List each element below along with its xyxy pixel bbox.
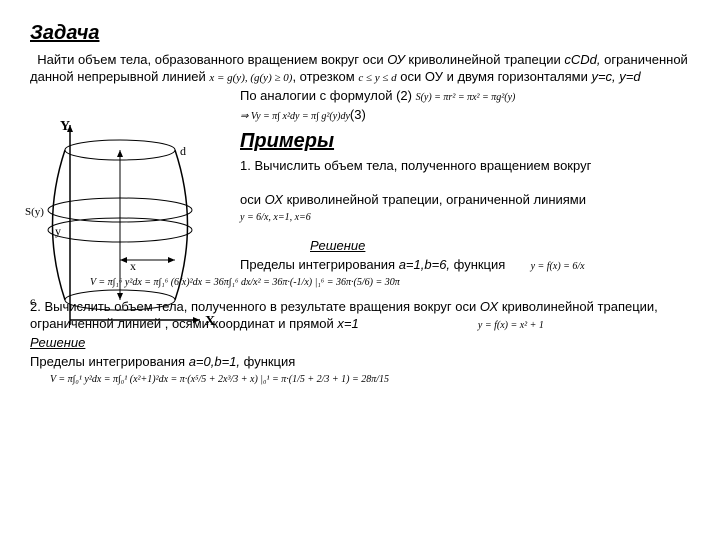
ex1-axis: ОХ <box>265 192 283 207</box>
svg-text:d: d <box>180 144 186 158</box>
ex1-b: оси <box>240 192 265 207</box>
ex2-formula: y = f(x) = x² + 1 <box>478 320 544 331</box>
solution-2-limits: Пределы интегрирования a=0,b=1, функция <box>30 354 690 371</box>
p1-text-c: криволинейной трапеции <box>405 52 565 67</box>
examples-heading: Примеры <box>240 128 690 154</box>
sol1-b: a=1,b=6, <box>399 257 450 272</box>
example-1-cont: оси ОХ криволинейной трапеции, ограничен… <box>240 192 690 209</box>
p2-formula: S(y) = πr² = πx² = πg²(y) <box>416 92 516 103</box>
sol1-a: Пределы интегрирования <box>240 257 399 272</box>
sol2-a: Пределы интегрирования <box>30 354 189 369</box>
title: Задача <box>30 20 690 46</box>
p1-formula2: c ≤ y ≤ d <box>358 72 396 84</box>
p3-tag: (3) <box>350 107 366 122</box>
svg-text:Y: Y <box>60 120 70 134</box>
p2-text: По аналогии с формулой (2) <box>240 88 416 103</box>
p3-formula: ⇒ Vy = π∫ x²dy = π∫ g²(y)dy <box>240 111 350 122</box>
paragraph-1: Найти объем тела, образованного вращение… <box>30 52 690 86</box>
sol2-b: a=0,b=1, <box>189 354 240 369</box>
analogy-line: По аналогии с формулой (2) S(y) = πr² = … <box>240 88 690 105</box>
p1-text-g: оси ОУ и двумя горизонталями <box>397 69 592 84</box>
formula-3-line: ⇒ Vy = π∫ x²dy = π∫ g²(y)dy(3) <box>240 107 690 124</box>
p1-axis: ОУ <box>387 52 405 67</box>
p1-text-a: Найти объем тела, образованного вращение… <box>37 52 387 67</box>
example-1-formula: y = 6/x, x=1, x=6 <box>240 211 690 224</box>
ex2-d: x=1 <box>337 316 358 331</box>
svg-text:y: y <box>55 224 61 238</box>
svg-text:X: X <box>205 314 215 329</box>
svg-text:x: x <box>130 259 136 273</box>
sol1-c: функция <box>450 257 509 272</box>
sol1-formula: y = f(x) = 6/x <box>531 261 585 272</box>
p1-formula: x = g(y), (g(y) ≥ 0) <box>209 72 292 84</box>
solution-2-label: Решение <box>30 335 690 352</box>
rotation-diagram: X Y d c S(y) y x <box>20 120 220 335</box>
example-1-intro: 1. Вычислить объем тела, полученного вра… <box>240 158 690 175</box>
solution-1-limits: Пределы интегрирования a=1,b=6, функция … <box>240 257 690 274</box>
p1-text-h: y=c, y=d <box>591 69 640 84</box>
ex1-d: криволинейной трапеции, ограниченной лин… <box>283 192 586 207</box>
p1-trap: сСDd, <box>564 52 600 67</box>
svg-text:c: c <box>30 294 35 308</box>
solution-2-calc: V = π∫₀¹ y²dx = π∫₀¹ (x²+1)²dx = π·(x⁵/5… <box>50 373 690 386</box>
sol2-c: функция <box>240 354 295 369</box>
p1-text-f: , отрезком <box>292 69 358 84</box>
svg-text:S(y): S(y) <box>25 206 44 218</box>
ex2-axis: ОХ <box>480 299 498 314</box>
solution-1-label: Решение <box>310 238 690 255</box>
